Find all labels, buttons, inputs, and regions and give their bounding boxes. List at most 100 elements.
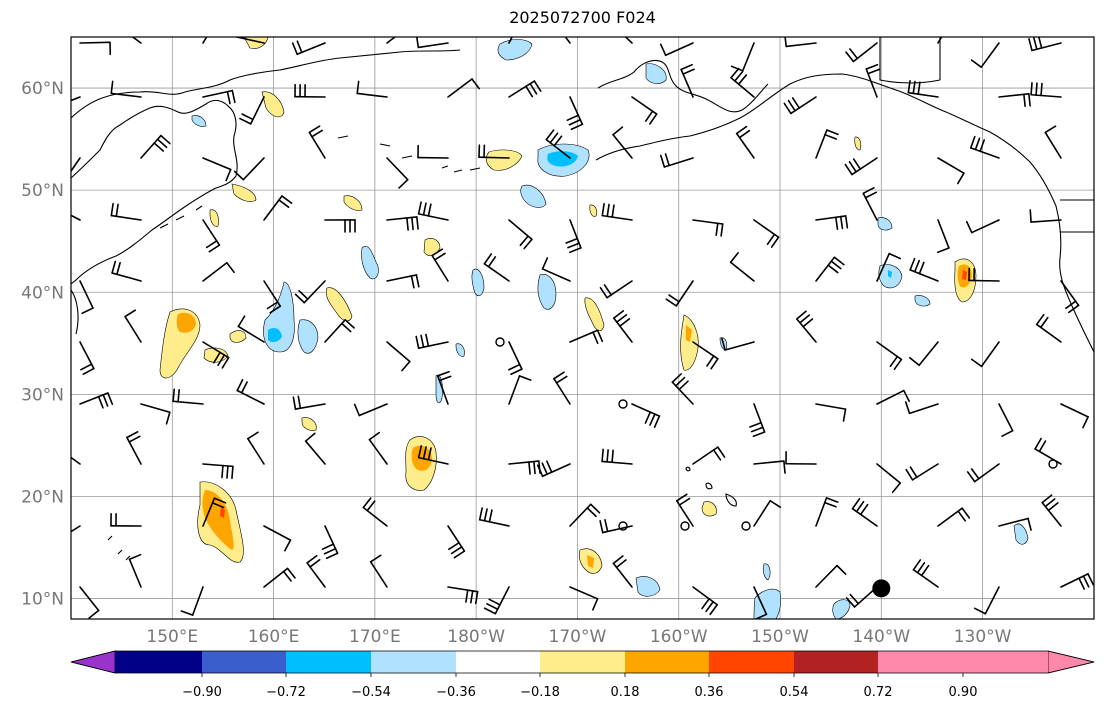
wind-barb bbox=[386, 216, 419, 231]
wind-barb bbox=[675, 493, 694, 527]
wind-barb bbox=[79, 392, 114, 409]
wind-barb bbox=[659, 153, 694, 168]
wind-barb bbox=[131, 37, 142, 44]
wind-barb bbox=[815, 497, 839, 527]
wind-barb bbox=[356, 80, 388, 98]
wind-barb bbox=[508, 375, 532, 405]
lat-tick-label: 10°N bbox=[21, 590, 64, 610]
wind-barb bbox=[692, 219, 724, 237]
wind-barb bbox=[569, 503, 601, 527]
wind-barb bbox=[386, 37, 397, 44]
wind-barb bbox=[237, 315, 265, 343]
wind-barb bbox=[876, 463, 902, 494]
colorbar-tick-label: 0.72 bbox=[864, 685, 893, 700]
wind-barb bbox=[1028, 37, 1062, 52]
wind-barb bbox=[784, 37, 817, 48]
storm-center-marker bbox=[872, 579, 891, 598]
wind-barb bbox=[1060, 280, 1080, 314]
wind-barb bbox=[386, 341, 411, 372]
wind-barb bbox=[970, 341, 1000, 368]
lon-tick-label: 160°E bbox=[248, 627, 300, 647]
wind-barb bbox=[263, 280, 282, 314]
wind-barb bbox=[124, 309, 142, 343]
wind-barb bbox=[631, 96, 658, 125]
wind-barb bbox=[937, 37, 943, 44]
wind-barb bbox=[483, 586, 510, 615]
wind-barb bbox=[417, 144, 449, 159]
wind-barb bbox=[447, 586, 479, 605]
wind-barb bbox=[536, 460, 571, 478]
wind-barb bbox=[508, 341, 523, 376]
wind-barb bbox=[735, 125, 755, 159]
wind-barb bbox=[749, 403, 766, 438]
wind-barb bbox=[386, 274, 420, 289]
colorbar-tick-label: 0.36 bbox=[695, 685, 724, 700]
colorbar-segment bbox=[286, 651, 371, 673]
wind-barb bbox=[1041, 494, 1062, 527]
wind-barb bbox=[553, 371, 571, 405]
wind-barb bbox=[417, 445, 449, 465]
wind-barb bbox=[236, 378, 265, 405]
longitude-labels: 150°E 160°E 170°E 180°W 170°W 160°W 150°W 140°W… bbox=[146, 627, 1011, 647]
wind-barb bbox=[612, 555, 633, 588]
wind-barb bbox=[815, 256, 845, 282]
wind-barb bbox=[659, 42, 694, 57]
wind-barb bbox=[783, 96, 817, 115]
colorbar-tick-label: −0.54 bbox=[351, 685, 391, 700]
wind-barb bbox=[730, 67, 755, 98]
wind-barb bbox=[876, 341, 903, 371]
colorbar-tick-label: −0.72 bbox=[266, 685, 306, 700]
wind-barb bbox=[815, 564, 847, 588]
wind-barb bbox=[508, 219, 533, 250]
wind-barb bbox=[569, 329, 604, 345]
wind-barb bbox=[292, 395, 326, 410]
wind-barb bbox=[71, 525, 81, 533]
wind-barb bbox=[478, 507, 510, 527]
calm-markers bbox=[495, 337, 1058, 531]
lon-tick-label: 160°W bbox=[650, 627, 708, 647]
wind-barb bbox=[912, 559, 939, 588]
wind-barb bbox=[692, 341, 719, 370]
wind-barb bbox=[140, 403, 171, 425]
wind-barb bbox=[1035, 313, 1062, 343]
wind-barb bbox=[795, 310, 817, 343]
wind-barb bbox=[865, 63, 881, 98]
wind-barb bbox=[601, 448, 633, 465]
wind-barb bbox=[965, 219, 1000, 234]
wind-barb bbox=[478, 144, 510, 159]
wind-barb bbox=[79, 341, 95, 375]
lon-tick-label: 180°W bbox=[447, 627, 505, 647]
colorbar-extend-low bbox=[70, 650, 116, 674]
wind-barb bbox=[905, 463, 939, 481]
wind-barb bbox=[844, 157, 878, 176]
wind-barb bbox=[612, 126, 633, 159]
coastlines bbox=[71, 37, 1094, 561]
wind-barb bbox=[729, 252, 755, 282]
wind-barb bbox=[308, 125, 326, 159]
wind-barb bbox=[304, 432, 326, 465]
wind-barb bbox=[110, 512, 142, 527]
wind-barb bbox=[631, 403, 661, 428]
wind-barb bbox=[263, 567, 296, 588]
wind-barb bbox=[721, 337, 755, 351]
wind-barb bbox=[247, 431, 265, 465]
wind-barb bbox=[71, 456, 81, 465]
wind-barb bbox=[294, 280, 326, 304]
wind-barb bbox=[79, 586, 100, 619]
wind-barb bbox=[202, 463, 234, 480]
colorbar-segment bbox=[540, 651, 625, 673]
wind-barb bbox=[862, 187, 878, 221]
wind-barb bbox=[321, 525, 339, 560]
lat-tick-label: 20°N bbox=[21, 487, 64, 507]
wind-barb bbox=[815, 403, 847, 422]
wind-barb bbox=[324, 319, 355, 343]
colorbar-tick-label: −0.36 bbox=[436, 685, 476, 700]
wind-barb bbox=[202, 341, 230, 369]
colorbar-segment bbox=[456, 651, 540, 673]
wind-barb bbox=[202, 261, 235, 282]
wind-barb bbox=[545, 129, 571, 159]
lon-tick-label: 170°E bbox=[349, 627, 401, 647]
wind-barb bbox=[753, 499, 782, 527]
wind-barb bbox=[753, 219, 780, 248]
wind-barb bbox=[966, 463, 1000, 483]
